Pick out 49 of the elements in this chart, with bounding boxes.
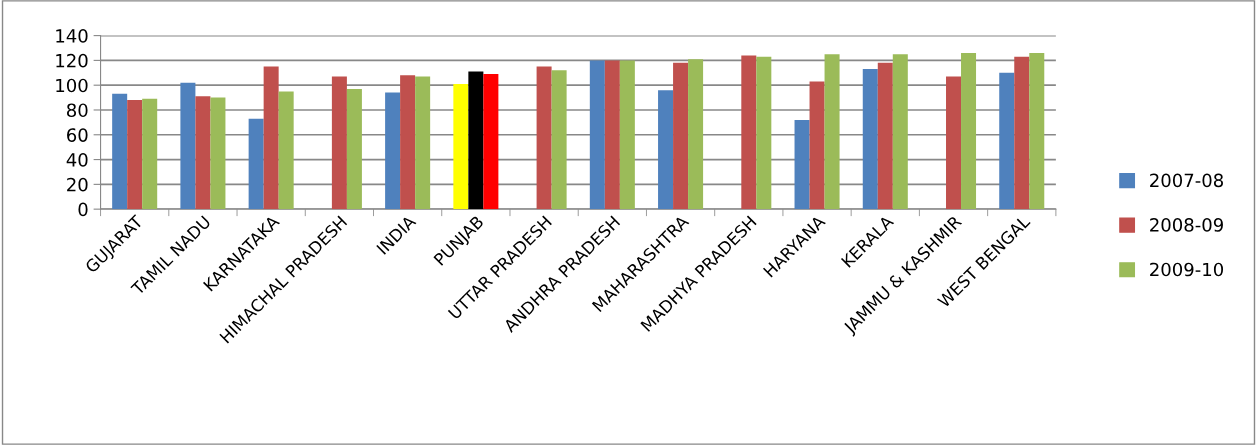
bar [673,62,689,210]
y-tick-label: 20 [67,177,88,192]
bar [551,70,567,210]
bar [346,88,362,210]
bar [794,119,810,210]
bar [263,66,279,210]
y-tick-label: 140 [56,29,88,43]
y-tick-label: 0 [78,202,88,217]
legend-label: 2007-08 [1150,173,1223,188]
bar [278,91,294,210]
bar [248,118,264,210]
bar [331,76,347,210]
bar [415,76,431,210]
bar [862,69,878,210]
legend-label: 2008-09 [1150,218,1223,232]
y-tick-label: 40 [66,153,88,167]
legend-label: 2009-10 [1150,262,1224,277]
bar [195,96,211,210]
y-tick-label: 60 [67,128,88,142]
bar [1014,56,1030,210]
bar [210,97,226,210]
y-tick-label: 100 [56,78,88,93]
bar [385,92,401,210]
bar [589,60,605,210]
bar [619,60,635,210]
bar [127,100,143,210]
bar [1029,52,1045,210]
bar [961,52,977,210]
bar [604,60,620,210]
bar [180,82,196,210]
bar [809,81,825,210]
bar [483,74,499,210]
bar [741,55,757,210]
bar [468,71,484,210]
bar [877,62,893,210]
bar [688,59,704,210]
bar [946,76,962,210]
bar [536,66,552,210]
y-tick-label: 80 [67,103,88,118]
bar [658,90,674,210]
bar [142,98,158,210]
y-tick-label: 120 [56,53,88,68]
bar [400,75,416,210]
bar [112,93,128,210]
bar [824,54,840,210]
bar [756,56,772,210]
bar [453,83,469,210]
bar [892,54,908,210]
bar [999,72,1015,210]
